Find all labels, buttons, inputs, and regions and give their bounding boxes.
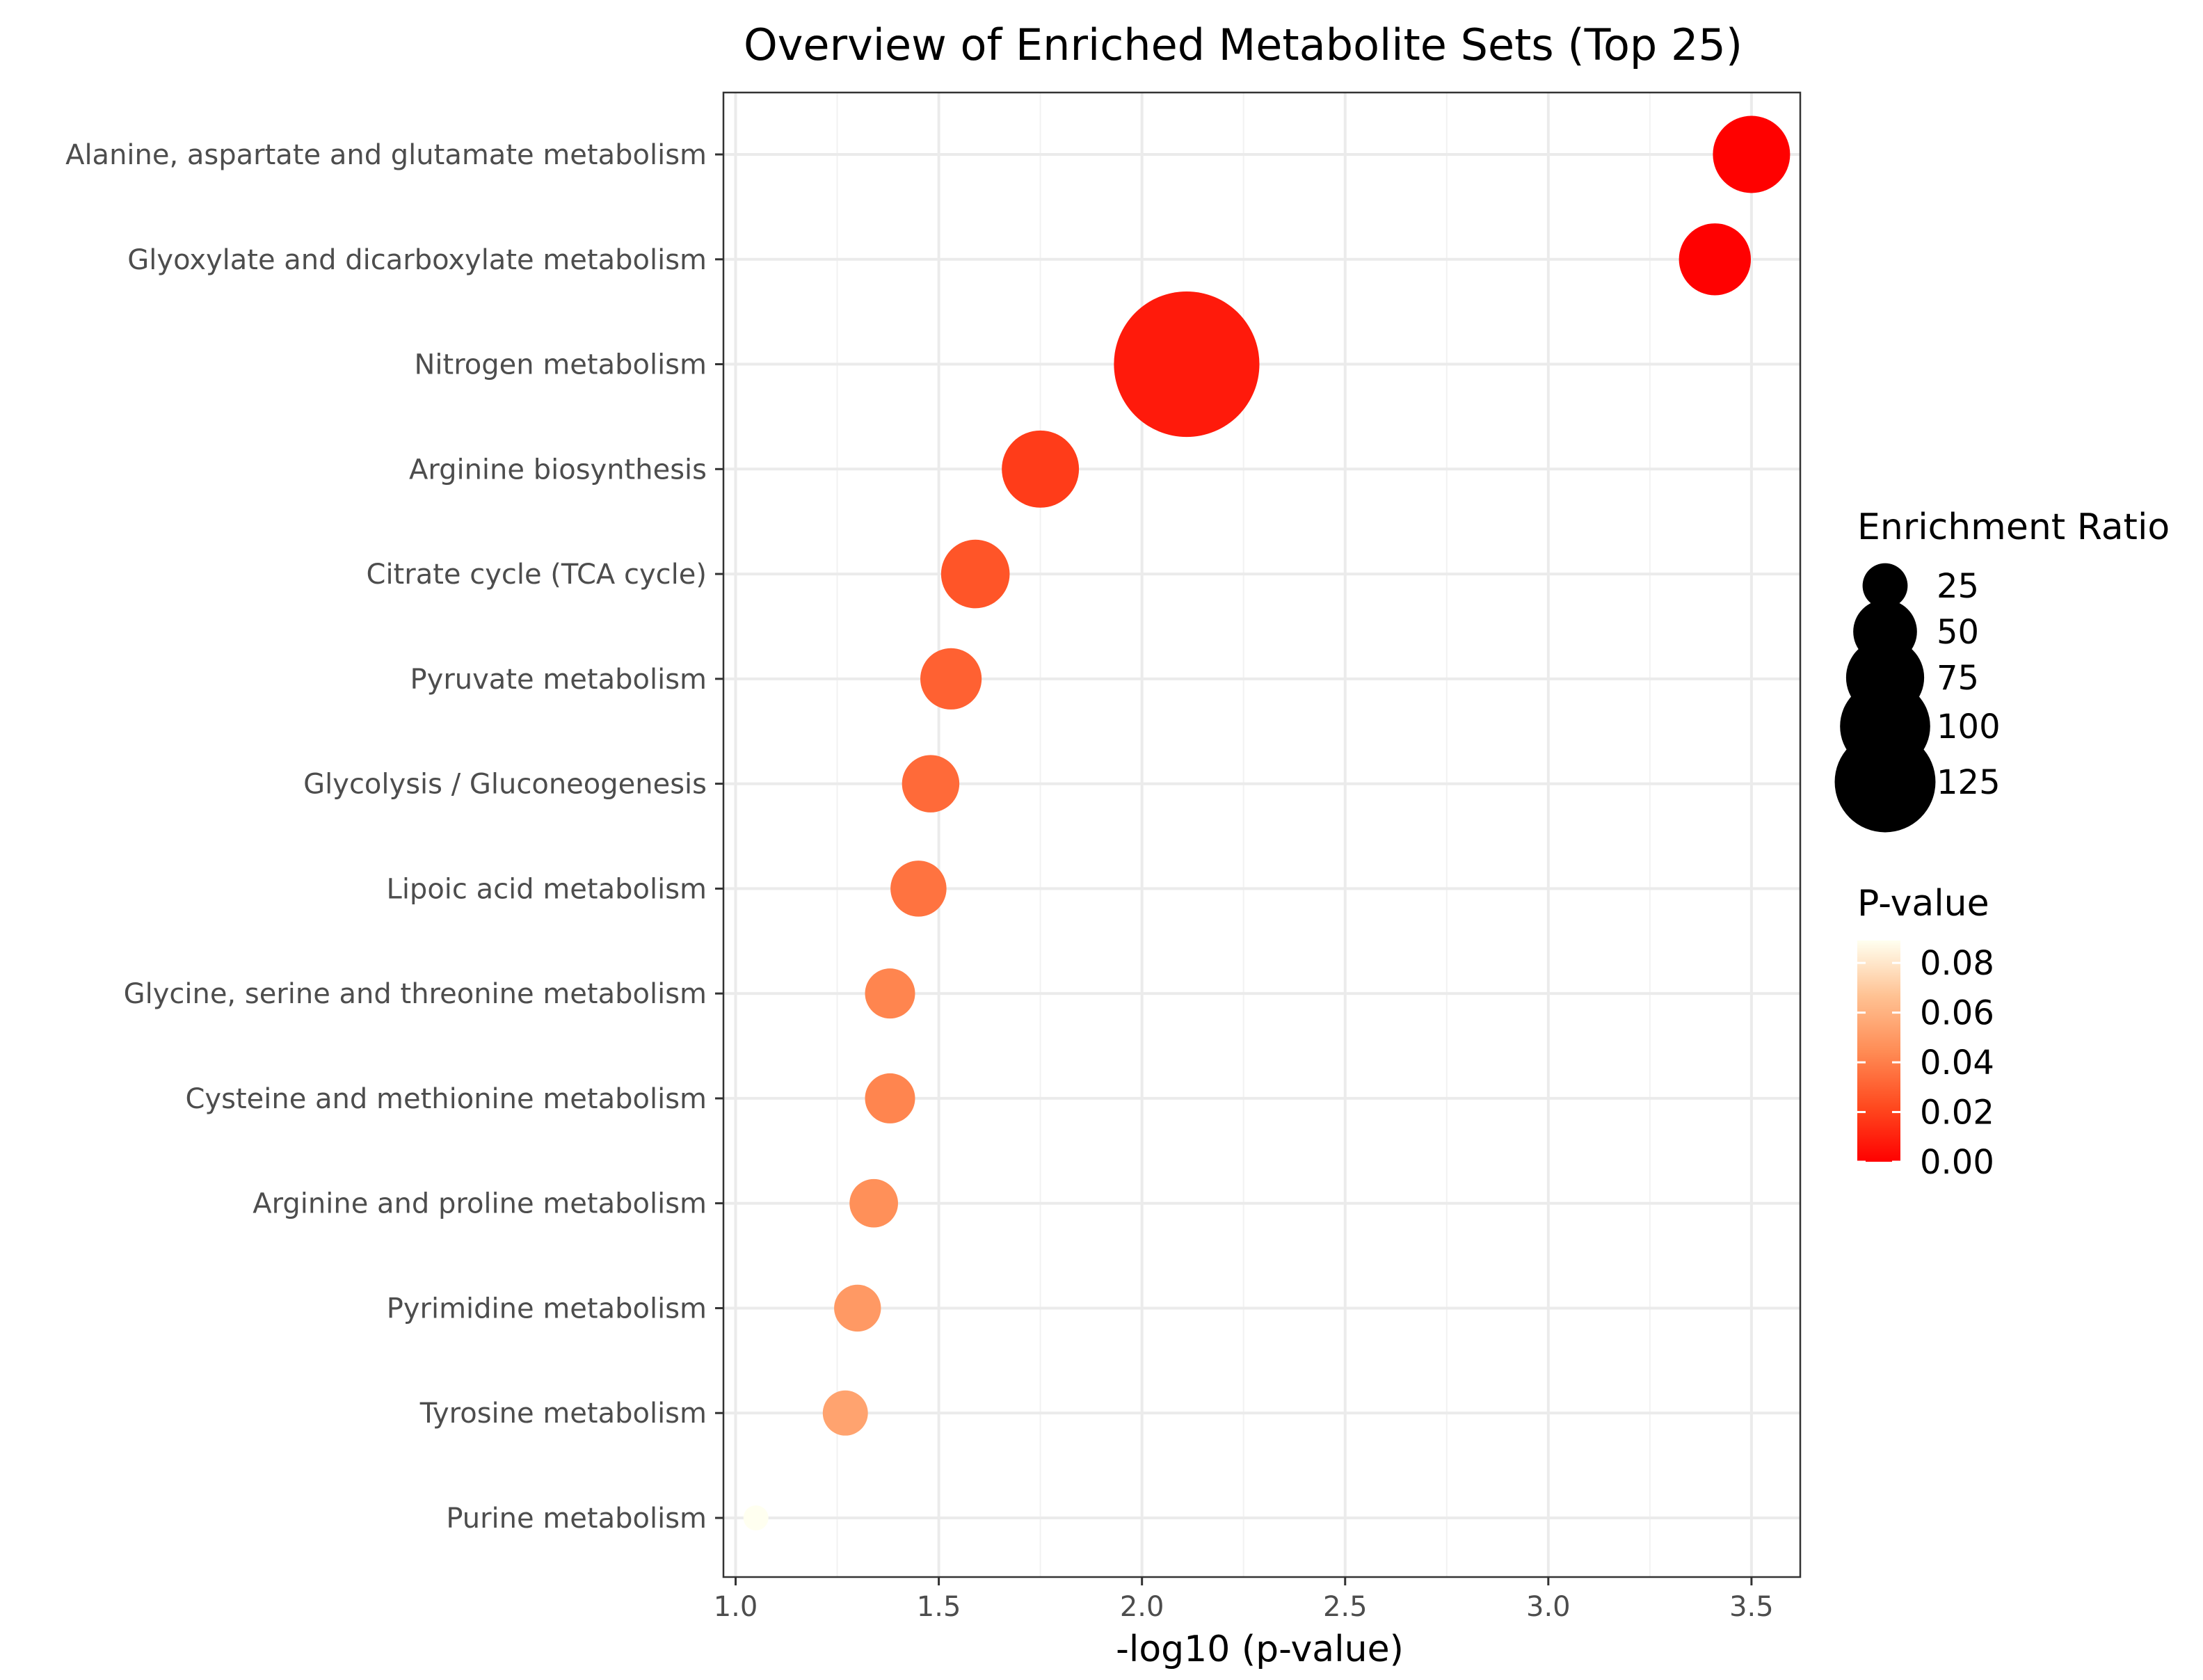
size-legend-label: 50 <box>1937 613 1979 652</box>
data-point <box>1114 291 1260 438</box>
panel-border <box>722 91 1802 1578</box>
size-legend-label: 25 <box>1937 567 1979 606</box>
size-legend-title: Enrichment Ratio <box>1857 506 2170 548</box>
x-axis-title: -log10 (p-value) <box>1116 1629 1404 1670</box>
color-legend-title: P-value <box>1857 883 1989 925</box>
y-tick-label: Lipoic acid metabolism <box>387 873 707 905</box>
data-point <box>1002 430 1080 508</box>
x-tick-label: 3.5 <box>1729 1591 1774 1623</box>
data-point <box>865 968 915 1019</box>
x-tick-label: 1.0 <box>714 1591 758 1623</box>
y-tick-label: Glycine, serine and threonine metabolism <box>124 978 707 1010</box>
colorbar-tick-label: 0.08 <box>1920 944 1994 983</box>
y-tick-label: Glyoxylate and dicarboxylate metabolism <box>127 244 707 276</box>
data-point <box>743 1505 769 1530</box>
p-value-colorbar <box>1857 941 1900 1162</box>
color-legend-ticks: 0.08 0.06 0.04 0.02 0.00 <box>1857 944 1994 1182</box>
size-legend-label: 100 <box>1937 707 2001 746</box>
y-tick-label: Citrate cycle (TCA cycle) <box>367 559 707 591</box>
data-point <box>890 861 947 917</box>
x-axis: 1.0 1.5 2.0 2.5 3.0 3.5 <box>714 1577 1774 1623</box>
size-legend-swatch <box>1862 563 1908 609</box>
y-tick-label: Nitrogen metabolism <box>415 349 707 381</box>
data-point <box>822 1390 868 1436</box>
data-point <box>920 648 982 710</box>
y-tick-label: Arginine biosynthesis <box>409 454 707 486</box>
y-tick-label: Pyruvate metabolism <box>410 664 707 696</box>
colorbar-tick-label: 0.04 <box>1920 1043 1994 1082</box>
y-tick-label: Pyrimidine metabolism <box>387 1293 707 1325</box>
data-point <box>940 539 1010 609</box>
data-point <box>849 1178 898 1228</box>
size-legend-label: 125 <box>1937 763 2001 802</box>
data-point <box>865 1073 915 1123</box>
size-legend: Enrichment Ratio 25 50 75 100 125 <box>1834 506 2170 833</box>
y-tick-label: Purine metabolism <box>446 1503 707 1535</box>
data-point <box>834 1284 881 1332</box>
size-legend-label: 75 <box>1937 659 1979 698</box>
x-tick-label: 3.0 <box>1526 1591 1571 1623</box>
points-layer <box>743 115 1791 1530</box>
y-tick-label: Glycolysis / Gluconeogenesis <box>303 769 707 801</box>
data-point <box>902 755 960 813</box>
x-tick-label: 2.5 <box>1323 1591 1368 1623</box>
data-point <box>1713 115 1791 193</box>
size-legend-items: 25 50 75 100 125 <box>1834 563 2001 833</box>
colorbar-tick-label: 0.00 <box>1920 1143 1994 1182</box>
x-tick-label: 2.0 <box>1120 1591 1164 1623</box>
y-tick-label: Arginine and proline metabolism <box>253 1188 707 1220</box>
data-point <box>1679 223 1752 296</box>
color-legend: P-value 0.08 0.06 0.04 0.02 0.00 <box>1857 883 1994 1182</box>
y-tick-label: Tyrosine metabolism <box>419 1398 707 1430</box>
y-axis: Alanine, aspartate and glutamate metabol… <box>65 139 723 1535</box>
size-legend-swatch <box>1834 731 1936 833</box>
y-tick-label: Cysteine and methionine metabolism <box>186 1083 707 1115</box>
colorbar-tick-label: 0.02 <box>1920 1094 1994 1133</box>
x-tick-label: 1.5 <box>917 1591 961 1623</box>
y-tick-label: Alanine, aspartate and glutamate metabol… <box>65 139 707 171</box>
chart-title: Overview of Enriched Metabolite Sets (To… <box>744 19 1743 70</box>
colorbar-tick-label: 0.06 <box>1920 994 1994 1033</box>
